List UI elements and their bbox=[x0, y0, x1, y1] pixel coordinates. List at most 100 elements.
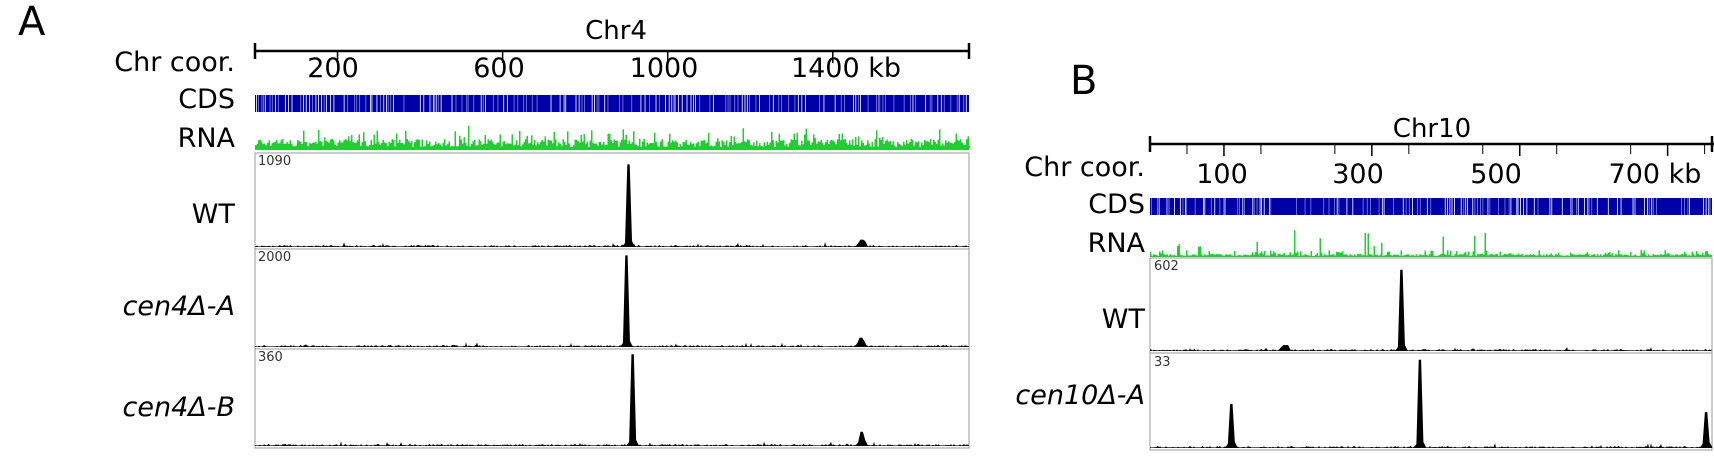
cds-gap bbox=[1263, 198, 1265, 215]
cds-gap bbox=[386, 95, 388, 112]
cds-gap bbox=[1259, 198, 1261, 215]
cds-gap bbox=[1451, 198, 1453, 215]
cds-gap bbox=[354, 95, 356, 112]
cds-gap bbox=[1651, 198, 1653, 215]
cds-gap bbox=[958, 95, 960, 112]
cds-gap bbox=[1504, 198, 1506, 215]
cds-gap bbox=[1689, 198, 1690, 215]
tick-label: 300 bbox=[1332, 159, 1384, 190]
cds-gap bbox=[1576, 198, 1577, 215]
cds-gap bbox=[461, 95, 463, 112]
cds-gap bbox=[649, 95, 650, 112]
cds-gap bbox=[1449, 198, 1451, 215]
cds-gap bbox=[1526, 198, 1528, 215]
cds-gap bbox=[879, 95, 881, 112]
cds-gap bbox=[365, 95, 367, 112]
cds-gap bbox=[1444, 198, 1446, 215]
cds-gap bbox=[261, 95, 263, 112]
rna-label-b: RNA bbox=[1088, 228, 1146, 259]
cds-band bbox=[255, 95, 969, 112]
cds-gap bbox=[482, 95, 484, 112]
cds-gap bbox=[658, 95, 660, 112]
cds-gap bbox=[1631, 198, 1633, 215]
cds-gap bbox=[1174, 198, 1175, 215]
cds-gap bbox=[325, 95, 327, 112]
cds-gap bbox=[258, 95, 259, 112]
cds-gap bbox=[695, 95, 696, 112]
sample-label: WT bbox=[192, 199, 236, 230]
cds-gap bbox=[1333, 198, 1335, 215]
signal-cen10-delta-a bbox=[1150, 359, 1713, 448]
signal-baseline bbox=[255, 342, 969, 347]
cds-gap bbox=[693, 95, 694, 112]
cds-track-b bbox=[1150, 198, 1712, 215]
cds-gap bbox=[550, 95, 552, 112]
cds-gap bbox=[1166, 198, 1167, 215]
cds-gap bbox=[1587, 198, 1589, 215]
cds-gap bbox=[473, 95, 475, 112]
rna-track-a bbox=[255, 125, 971, 150]
cds-gap bbox=[734, 95, 736, 112]
signal-peak bbox=[855, 239, 869, 247]
sample-label: cen4Δ-B bbox=[123, 392, 235, 423]
signal-baseline bbox=[255, 242, 969, 247]
cds-gap bbox=[1520, 198, 1521, 215]
tick-label: 700 kb bbox=[1609, 159, 1702, 190]
cds-gap bbox=[565, 95, 567, 112]
cds-gap bbox=[583, 95, 585, 112]
cds-gap bbox=[311, 95, 313, 112]
cds-gap bbox=[915, 95, 916, 112]
cds-track-a bbox=[255, 95, 969, 112]
cds-gap bbox=[748, 95, 750, 112]
cds-gap bbox=[1588, 198, 1590, 215]
panel-b: B Chr10 Chr coor. CDS RNA 100 300 500 70… bbox=[1015, 58, 1714, 451]
cds-gap bbox=[929, 95, 931, 112]
cds-gap bbox=[1537, 198, 1539, 215]
cds-gap bbox=[1447, 198, 1448, 215]
cds-gap bbox=[1402, 198, 1404, 215]
cds-gap bbox=[741, 95, 743, 112]
cds-gap bbox=[1705, 198, 1707, 215]
cds-gap bbox=[1338, 198, 1340, 215]
cds-gap bbox=[853, 95, 854, 112]
cds-gap bbox=[678, 95, 679, 112]
cds-gap bbox=[1454, 198, 1455, 215]
cds-gap bbox=[1304, 198, 1306, 215]
cds-gap bbox=[963, 95, 965, 112]
cds-gap bbox=[1708, 198, 1710, 215]
cds-gap bbox=[709, 95, 711, 112]
cds-gap bbox=[671, 95, 673, 112]
cds-gap bbox=[903, 95, 905, 112]
cds-gap bbox=[1467, 198, 1468, 215]
cds-gap bbox=[300, 95, 302, 112]
coordinate-axis-b: 100 300 500 700 kb bbox=[1148, 136, 1714, 190]
cds-gap bbox=[668, 95, 670, 112]
cds-gap bbox=[1419, 198, 1421, 215]
cds-gap bbox=[343, 95, 345, 112]
cds-gap bbox=[563, 95, 565, 112]
cds-gap bbox=[737, 95, 739, 112]
cds-gap bbox=[1346, 198, 1348, 215]
cds-gap bbox=[1487, 198, 1489, 215]
cds-gap bbox=[503, 95, 505, 112]
sample-track-cen10a: 33 cen10Δ-A bbox=[1015, 352, 1713, 451]
cds-gap bbox=[1460, 198, 1462, 215]
cds-gap bbox=[1158, 198, 1160, 215]
cds-gap bbox=[423, 95, 425, 112]
signal-wt bbox=[255, 164, 969, 247]
rna-signal bbox=[255, 125, 971, 150]
cds-gap bbox=[1323, 198, 1325, 215]
cds-gap bbox=[622, 95, 624, 112]
cds-gap bbox=[640, 95, 642, 112]
cds-gap bbox=[1709, 198, 1711, 215]
cds-gap bbox=[347, 95, 349, 112]
cds-gap bbox=[1393, 198, 1394, 215]
cds-gap bbox=[801, 95, 803, 112]
scale-max-label: 1090 bbox=[258, 154, 291, 169]
cds-gap bbox=[965, 95, 967, 112]
cds-gap bbox=[1167, 198, 1169, 215]
cds-gap bbox=[1383, 198, 1385, 215]
cds-gap bbox=[1687, 198, 1689, 215]
scale-max-label: 2000 bbox=[258, 250, 291, 265]
cds-gap bbox=[823, 95, 825, 112]
